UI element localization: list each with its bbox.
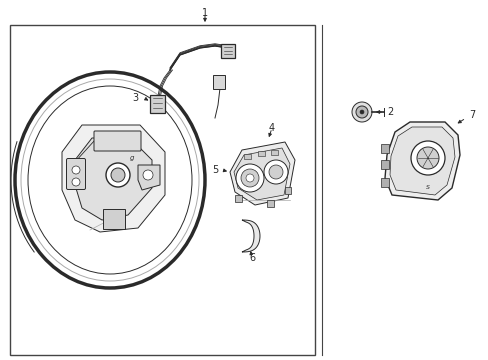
- Circle shape: [416, 147, 438, 169]
- FancyBboxPatch shape: [284, 186, 291, 194]
- FancyBboxPatch shape: [234, 194, 241, 202]
- FancyBboxPatch shape: [381, 144, 389, 153]
- Text: 4: 4: [268, 123, 274, 133]
- FancyBboxPatch shape: [381, 159, 389, 168]
- Bar: [10, 25, 314, 355]
- Circle shape: [106, 163, 130, 187]
- Circle shape: [351, 102, 371, 122]
- FancyBboxPatch shape: [257, 150, 265, 156]
- Circle shape: [410, 141, 444, 175]
- Circle shape: [72, 178, 80, 186]
- FancyBboxPatch shape: [270, 150, 278, 156]
- Polygon shape: [229, 142, 294, 205]
- Text: 2: 2: [386, 107, 392, 117]
- Polygon shape: [384, 122, 459, 200]
- Polygon shape: [75, 138, 152, 220]
- Polygon shape: [138, 165, 160, 190]
- Circle shape: [355, 106, 367, 118]
- Polygon shape: [242, 220, 260, 252]
- FancyBboxPatch shape: [221, 44, 235, 58]
- Circle shape: [264, 160, 287, 184]
- Text: S: S: [425, 185, 429, 189]
- FancyBboxPatch shape: [150, 95, 164, 113]
- Text: 3: 3: [132, 93, 138, 103]
- Text: g: g: [129, 155, 134, 161]
- FancyBboxPatch shape: [266, 199, 273, 207]
- Text: 7: 7: [468, 110, 474, 120]
- FancyBboxPatch shape: [103, 209, 125, 229]
- Circle shape: [142, 170, 153, 180]
- Circle shape: [241, 169, 259, 187]
- Circle shape: [72, 166, 80, 174]
- Ellipse shape: [28, 86, 192, 274]
- FancyBboxPatch shape: [213, 75, 224, 89]
- Circle shape: [245, 174, 253, 182]
- Polygon shape: [234, 148, 289, 200]
- Circle shape: [236, 164, 264, 192]
- Circle shape: [359, 110, 363, 114]
- Polygon shape: [389, 127, 454, 195]
- Circle shape: [268, 165, 283, 179]
- Polygon shape: [62, 125, 164, 232]
- FancyBboxPatch shape: [94, 131, 141, 151]
- Circle shape: [111, 168, 125, 182]
- FancyBboxPatch shape: [381, 177, 389, 186]
- Text: 1: 1: [202, 8, 207, 18]
- Text: 6: 6: [248, 253, 255, 263]
- FancyBboxPatch shape: [243, 154, 251, 159]
- Text: 5: 5: [211, 165, 218, 175]
- FancyBboxPatch shape: [66, 158, 85, 189]
